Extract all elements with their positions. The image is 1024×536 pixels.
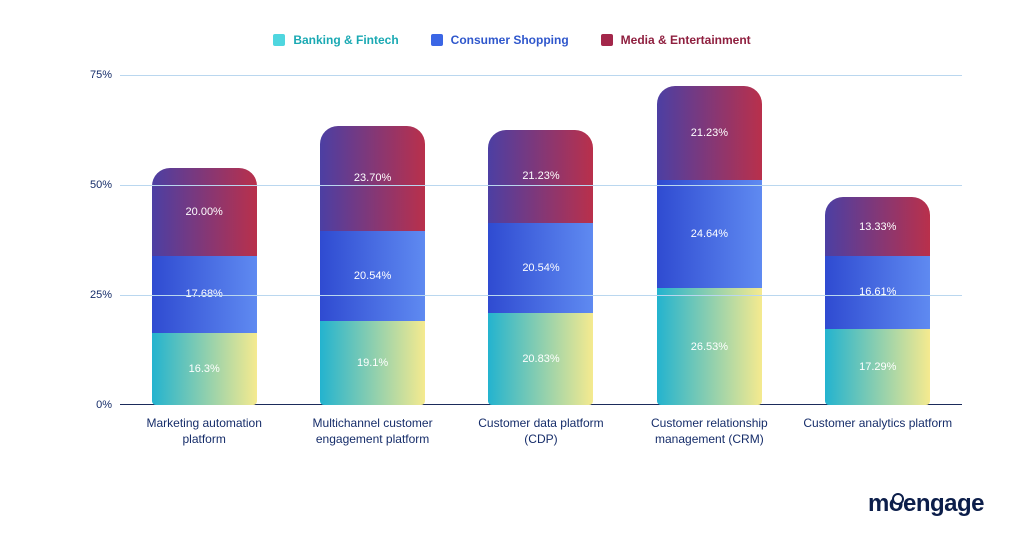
x-axis-label: Customer data platform (CDP) [466, 415, 616, 447]
x-axis-label: Multichannel customer engagement platfor… [298, 415, 448, 447]
bar-segment-shopping: 16.61% [825, 256, 930, 329]
bar-column: 21.23% 20.54% 20.83% [488, 130, 593, 405]
bar-segment-value: 19.1% [357, 357, 388, 369]
bar-segment-shopping: 20.54% [320, 231, 425, 321]
legend: Banking & Fintech Consumer Shopping Media … [0, 33, 1024, 47]
legend-label: Media & Entertainment [621, 33, 751, 47]
bar-segment-value: 20.83% [522, 353, 559, 365]
bar-segment-value: 20.54% [522, 262, 559, 274]
y-axis-tick: 50% [80, 179, 112, 191]
brand-logo-text: moengage [868, 490, 984, 517]
legend-item-media: Media & Entertainment [601, 33, 751, 47]
y-axis-tick: 75% [80, 69, 112, 81]
bar-segment-value: 13.33% [859, 221, 896, 233]
bar-segment-banking: 16.3% [152, 333, 257, 405]
bar-segment-value: 16.61% [859, 286, 896, 298]
bar-segment-value: 23.70% [354, 172, 391, 184]
bar-segment-banking: 26.53% [657, 288, 762, 405]
bar-segment-banking: 19.1% [320, 321, 425, 405]
gridline [120, 185, 962, 186]
y-axis-tick: 25% [80, 289, 112, 301]
bar-segment-value: 21.23% [691, 127, 728, 139]
bar-segment-value: 24.64% [691, 228, 728, 240]
bar-segment-value: 26.53% [691, 341, 728, 353]
bar-segment-shopping: 24.64% [657, 180, 762, 288]
x-axis-labels: Marketing automation platform Multichanne… [120, 415, 962, 447]
legend-swatch-banking [273, 34, 285, 46]
plot-area: 20.00%17.68%16.3% 23.70% 20.54% 19.1% 21.23%… [120, 75, 962, 405]
bar-segment-media: 21.23% [488, 130, 593, 223]
gridline [120, 75, 962, 76]
bar-segment-value: 20.54% [354, 270, 391, 282]
bar-segment-shopping: 20.54% [488, 223, 593, 313]
y-axis-tick: 0% [80, 399, 112, 411]
x-axis-label: Customer analytics platform [803, 415, 953, 447]
x-axis-label: Customer relationship management (CRM) [634, 415, 784, 447]
x-axis-label: Marketing automation platform [129, 415, 279, 447]
legend-label: Consumer Shopping [451, 33, 569, 47]
bar-segment-value: 17.29% [859, 361, 896, 373]
gridline [120, 295, 962, 296]
bar-segment-banking: 17.29% [825, 329, 930, 405]
bar-column: 21.23% 24.64% 26.53% [657, 86, 762, 405]
bar-segment-value: 21.23% [522, 170, 559, 182]
bar-segment-media: 13.33% [825, 197, 930, 256]
bar-segment-value: 16.3% [189, 363, 220, 375]
legend-swatch-media [601, 34, 613, 46]
brand-logo: moengage [868, 490, 984, 518]
chart-root: Banking & Fintech Consumer Shopping Media … [0, 0, 1024, 536]
bar-segment-value: 20.00% [186, 206, 223, 218]
bar-segment-media: 21.23% [657, 86, 762, 179]
bar-column: 20.00%17.68%16.3% [152, 168, 257, 406]
bars-container: 20.00%17.68%16.3% 23.70% 20.54% 19.1% 21.23%… [120, 75, 962, 405]
legend-label: Banking & Fintech [293, 33, 398, 47]
legend-swatch-shopping [431, 34, 443, 46]
legend-item-shopping: Consumer Shopping [431, 33, 569, 47]
bar-segment-media: 23.70% [320, 126, 425, 230]
bar-segment-media: 20.00% [152, 168, 257, 256]
bar-column: 13.33% 16.61% 17.29% [825, 197, 930, 405]
legend-item-banking: Banking & Fintech [273, 33, 398, 47]
bar-column: 23.70% 20.54% 19.1% [320, 126, 425, 405]
bar-segment-banking: 20.83% [488, 313, 593, 405]
